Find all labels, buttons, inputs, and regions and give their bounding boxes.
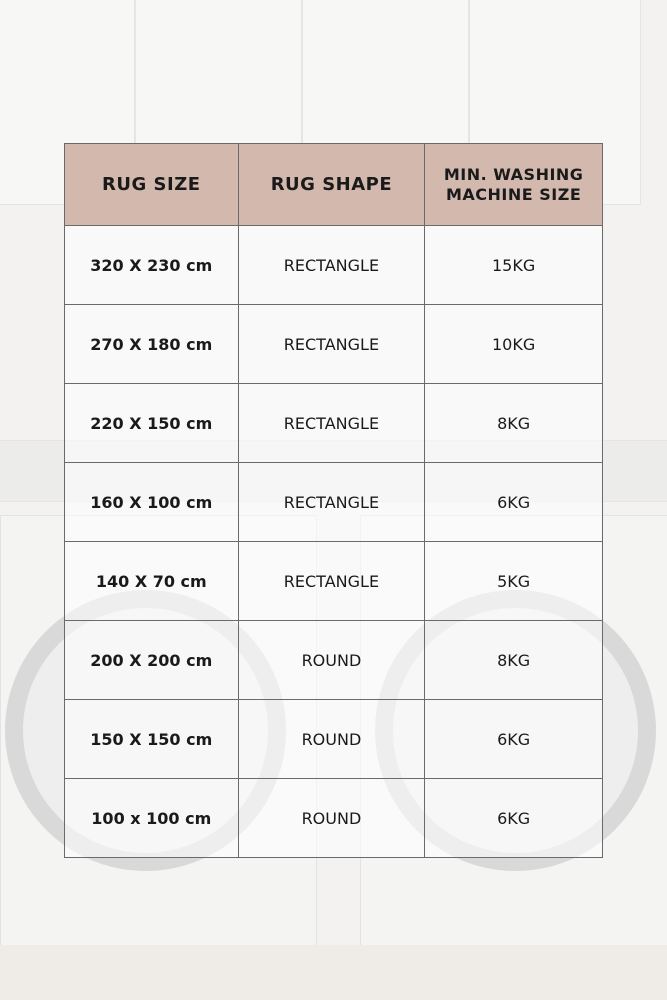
machine-size-cell: 15KG xyxy=(424,225,603,305)
header-machine-size: MIN. WASHING MACHINE SIZE xyxy=(424,143,603,226)
rug-size-cell: 200 X 200 cm xyxy=(64,620,239,700)
header-rug-size: RUG SIZE xyxy=(64,143,239,226)
rug-shape-cell: ROUND xyxy=(237,778,426,858)
rug-size-cell: 320 X 230 cm xyxy=(64,225,239,305)
rug-size-cell: 270 X 180 cm xyxy=(64,304,239,384)
header-rug-shape: RUG SHAPE xyxy=(237,143,426,226)
table-row: 220 X 150 cm RECTANGLE 8KG xyxy=(64,383,603,463)
rug-shape-cell: RECTANGLE xyxy=(237,383,426,463)
rug-size-cell: 220 X 150 cm xyxy=(64,383,239,463)
rug-shape-cell: RECTANGLE xyxy=(237,304,426,384)
table-row: 150 X 150 cm ROUND 6KG xyxy=(64,699,603,779)
machine-size-cell: 5KG xyxy=(424,541,603,621)
floor xyxy=(0,945,667,1000)
machine-size-cell: 8KG xyxy=(424,383,603,463)
rug-size-table: RUG SIZE RUG SHAPE MIN. WASHING MACHINE … xyxy=(64,143,603,858)
table-header-row: RUG SIZE RUG SHAPE MIN. WASHING MACHINE … xyxy=(64,143,603,226)
rug-shape-cell: RECTANGLE xyxy=(237,462,426,542)
rug-size-cell: 140 X 70 cm xyxy=(64,541,239,621)
rug-shape-cell: RECTANGLE xyxy=(237,541,426,621)
rug-size-cell: 150 X 150 cm xyxy=(64,699,239,779)
rug-shape-cell: ROUND xyxy=(237,699,426,779)
table-row: 320 X 230 cm RECTANGLE 15KG xyxy=(64,225,603,305)
table-row: 100 x 100 cm ROUND 6KG xyxy=(64,778,603,858)
rug-shape-cell: RECTANGLE xyxy=(237,225,426,305)
machine-size-cell: 6KG xyxy=(424,778,603,858)
table-row: 160 X 100 cm RECTANGLE 6KG xyxy=(64,462,603,542)
machine-size-cell: 8KG xyxy=(424,620,603,700)
table-row: 200 X 200 cm ROUND 8KG xyxy=(64,620,603,700)
rug-size-cell: 100 x 100 cm xyxy=(64,778,239,858)
machine-size-cell: 6KG xyxy=(424,462,603,542)
table-row: 140 X 70 cm RECTANGLE 5KG xyxy=(64,541,603,621)
machine-size-cell: 10KG xyxy=(424,304,603,384)
table-row: 270 X 180 cm RECTANGLE 10KG xyxy=(64,304,603,384)
machine-size-cell: 6KG xyxy=(424,699,603,779)
rug-size-cell: 160 X 100 cm xyxy=(64,462,239,542)
rug-shape-cell: ROUND xyxy=(237,620,426,700)
